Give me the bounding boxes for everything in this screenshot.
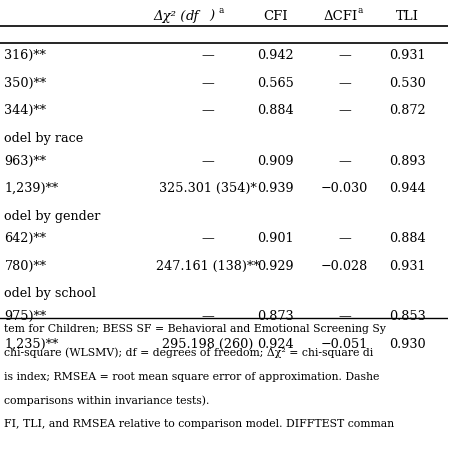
Text: 0.530: 0.530: [389, 77, 426, 90]
Text: −0.051: −0.051: [321, 337, 368, 351]
Text: chi-square (WLSMV); df = degrees of freedom; Δχ² = chi-square di: chi-square (WLSMV); df = degrees of free…: [4, 348, 374, 358]
Text: 0.884: 0.884: [257, 104, 293, 118]
Text: 975)**: 975)**: [4, 310, 46, 323]
Text: df: df: [186, 10, 199, 23]
Text: 0.893: 0.893: [389, 155, 426, 168]
Text: is index; RMSEA = root mean square error of approximation. Dashe: is index; RMSEA = root mean square error…: [4, 372, 380, 382]
Text: —: —: [202, 77, 215, 90]
Text: 247.161 (138)**: 247.161 (138)**: [156, 260, 260, 273]
Text: —: —: [338, 77, 351, 90]
Text: —: —: [338, 155, 351, 168]
Text: 0.930: 0.930: [389, 337, 426, 351]
Text: CFI: CFI: [263, 10, 288, 23]
Text: 0.931: 0.931: [389, 49, 426, 63]
Text: odel by race: odel by race: [4, 132, 84, 145]
Text: 350)**: 350)**: [4, 77, 46, 90]
Text: 0.884: 0.884: [389, 232, 426, 246]
Text: —: —: [338, 232, 351, 246]
Text: 316)**: 316)**: [4, 49, 46, 63]
Text: 0.929: 0.929: [257, 260, 293, 273]
Text: −0.030: −0.030: [321, 182, 368, 195]
Text: a: a: [357, 6, 363, 15]
Text: 295.198 (260): 295.198 (260): [163, 337, 254, 351]
Text: 1,235)**: 1,235)**: [4, 337, 59, 351]
Text: odel by gender: odel by gender: [4, 210, 101, 223]
Text: 0.872: 0.872: [389, 104, 426, 118]
Text: 0.942: 0.942: [257, 49, 293, 63]
Text: Δχ² (: Δχ² (: [154, 10, 186, 23]
Text: FI, TLI, and RMSEA relative to comparison model. DIFFTEST comman: FI, TLI, and RMSEA relative to compariso…: [4, 419, 394, 429]
Text: ): ): [210, 10, 215, 23]
Text: —: —: [338, 104, 351, 118]
Text: —: —: [202, 49, 215, 63]
Text: —: —: [202, 232, 215, 246]
Text: —: —: [202, 104, 215, 118]
Text: comparisons within invariance tests).: comparisons within invariance tests).: [4, 395, 210, 406]
Text: 0.565: 0.565: [257, 77, 294, 90]
Text: 0.924: 0.924: [257, 337, 293, 351]
Text: 0.931: 0.931: [389, 260, 426, 273]
Text: a: a: [219, 6, 224, 15]
Text: —: —: [202, 155, 215, 168]
Text: −0.028: −0.028: [321, 260, 368, 273]
Text: 0.909: 0.909: [257, 155, 293, 168]
Text: 963)**: 963)**: [4, 155, 46, 168]
Text: tem for Children; BESS SF = Behavioral and Emotional Screening Sy: tem for Children; BESS SF = Behavioral a…: [4, 324, 386, 335]
Text: 344)**: 344)**: [4, 104, 46, 118]
Text: 0.853: 0.853: [389, 310, 426, 323]
Text: —: —: [338, 310, 351, 323]
Text: 0.873: 0.873: [257, 310, 293, 323]
Text: 0.944: 0.944: [389, 182, 426, 195]
Text: 780)**: 780)**: [4, 260, 46, 273]
Text: —: —: [202, 310, 215, 323]
Text: TLI: TLI: [396, 10, 419, 23]
Text: 0.939: 0.939: [257, 182, 293, 195]
Text: odel by school: odel by school: [4, 287, 97, 301]
Text: 325.301 (354)*: 325.301 (354)*: [159, 182, 257, 195]
Text: 1,239)**: 1,239)**: [4, 182, 59, 195]
Text: —: —: [338, 49, 351, 63]
Text: ΔCFI: ΔCFI: [323, 10, 357, 23]
Text: 0.901: 0.901: [257, 232, 293, 246]
Text: 642)**: 642)**: [4, 232, 46, 246]
